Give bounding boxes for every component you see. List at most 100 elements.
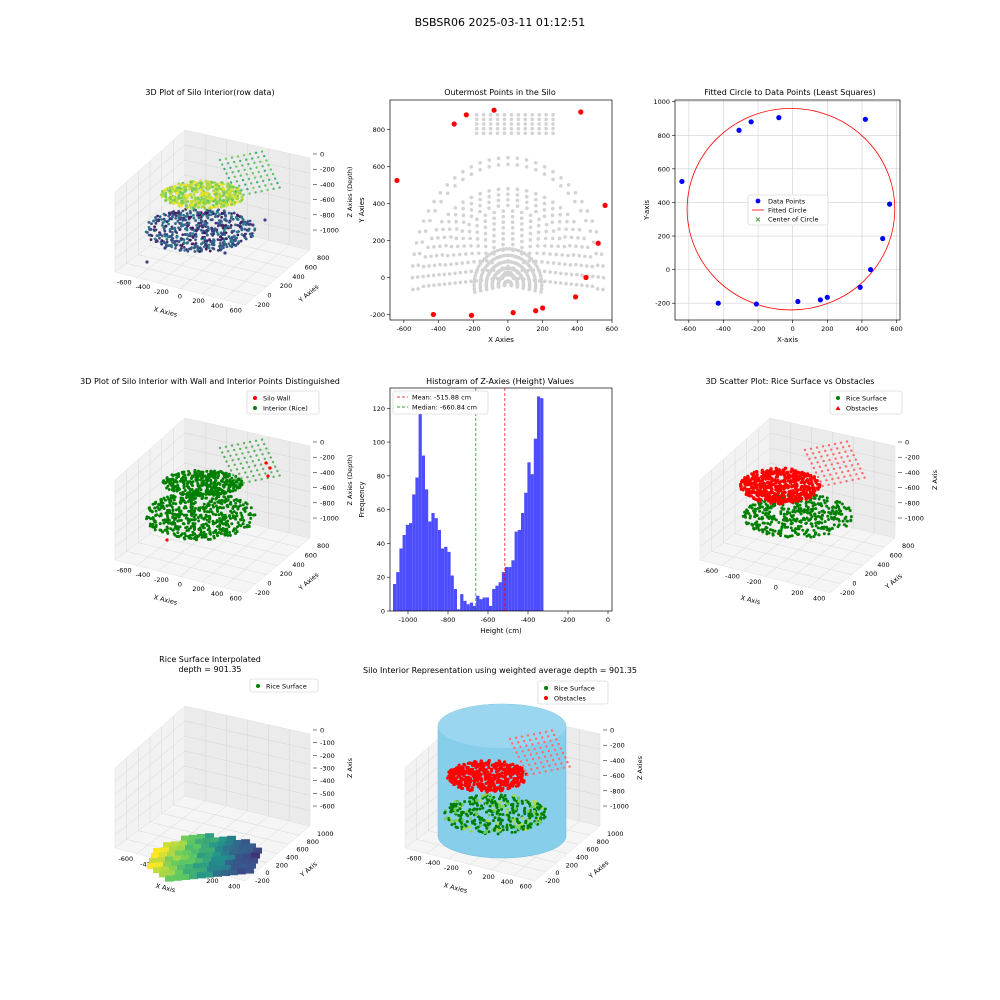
- p1-lower-cloud-point: [245, 221, 249, 225]
- p1-lower-cloud-point: [171, 233, 174, 237]
- inner-point: [487, 253, 491, 257]
- p4-upper-cloud-point: [171, 484, 175, 488]
- p1-lower-cloud-point: [165, 233, 169, 236]
- p2-xlabel: X Axies: [488, 336, 514, 344]
- surface-patch: [245, 848, 254, 855]
- p1-lower-cloud-point: [213, 227, 217, 230]
- inner-point: [454, 219, 458, 224]
- outer-point: [578, 109, 584, 115]
- p1-upper-cloud-point: [221, 193, 225, 197]
- p6-rice-cloud-point: [822, 525, 826, 529]
- p1-lower-cloud-point: [229, 226, 232, 230]
- p4-interior-cloud-point: [168, 501, 172, 505]
- p6-rice-cloud-point: [765, 526, 769, 530]
- inner-point: [519, 249, 524, 254]
- p4-upper-cloud-point: [171, 473, 175, 477]
- p6-rice-cloud-point: [788, 511, 792, 515]
- p1-lower-cloud-point: [218, 235, 222, 239]
- inner-point: [495, 131, 500, 136]
- p1-lower-cloud-point: [216, 238, 220, 242]
- p1-lower-cloud-point: [207, 213, 211, 217]
- p8-rice-cloud-point: [484, 830, 488, 834]
- p4-upper-cloud-point: [210, 474, 214, 478]
- p1-lower-cloud-point: [202, 245, 206, 249]
- legend-label: Mean: -515.88 cm: [412, 394, 471, 402]
- surface-patch: [181, 854, 190, 861]
- p1-lower-cloud-point: [184, 215, 188, 218]
- p8-rice-cloud-point: [468, 802, 472, 806]
- p4-interior-cloud-point: [199, 513, 203, 517]
- p7-grid: [184, 780, 311, 811]
- p6-obstacle-cloud-point: [753, 497, 758, 501]
- p8-rice-cloud-point: [513, 830, 517, 834]
- p6-rice-cloud-point: [789, 514, 793, 518]
- p6-rice-cloud-point: [761, 511, 765, 515]
- p4-interior-cloud-point: [183, 537, 187, 541]
- p1-lower-cloud-point: [209, 210, 213, 214]
- p6-obstacle-fan-point: [851, 478, 854, 482]
- p1-upper-cloud-point: [198, 194, 202, 198]
- inner-point: [530, 112, 535, 117]
- inner-point: [492, 210, 496, 215]
- p1-upper-cloud-point: [227, 190, 231, 194]
- p4-interior-cloud-point: [236, 521, 240, 525]
- p1-xtick-label: 400: [211, 302, 223, 310]
- inner-point: [501, 231, 506, 236]
- inner-point: [510, 247, 515, 251]
- p6-obstacle-fan-point: [838, 451, 841, 455]
- histogram-bar: [418, 413, 422, 611]
- p4-upper-cloud-point: [232, 483, 236, 487]
- p1-wall-fan-point: [243, 168, 246, 172]
- p8-rice-cloud-point: [453, 822, 457, 826]
- data-point: [795, 298, 801, 305]
- p8-rice-cloud-point: [485, 801, 489, 805]
- p4-interior-cloud-point: [157, 507, 161, 511]
- inner-point: [453, 176, 457, 180]
- p1-wall-fan-point: [245, 158, 248, 161]
- p4-wall-fan-point: [242, 481, 245, 484]
- inner-point: [454, 261, 459, 266]
- p8-xtick-label: 600: [520, 883, 532, 891]
- inner-point: [523, 126, 528, 131]
- p6-obstacle-fan-point: [850, 449, 853, 452]
- surface-patch: [197, 834, 206, 840]
- p6-rice-cloud-point: [795, 504, 799, 508]
- p4-wall-fan-point: [248, 480, 251, 483]
- p6-obstacle-fan-point: [840, 456, 843, 459]
- p1-wall-fan-point: [258, 185, 261, 188]
- p6-obstacle-fan-point: [809, 447, 813, 450]
- inner-point: [528, 238, 533, 242]
- inner-point: [533, 161, 538, 165]
- p8-rice-cloud-point: [469, 816, 473, 820]
- surface-patch: [247, 843, 256, 850]
- p8-obstacle-cloud-point: [506, 777, 510, 781]
- p1-ytick-label: 400: [292, 273, 304, 281]
- p8-rice-cloud-point: [495, 810, 499, 814]
- p6-obstacle-cloud-point: [751, 473, 755, 477]
- p1-lower-cloud-point: [192, 213, 195, 217]
- p1-lower-cloud-point: [198, 250, 202, 253]
- p4-wall-point: [266, 474, 270, 478]
- inner-point: [557, 236, 562, 241]
- p1-outlier: [251, 223, 255, 227]
- histogram-bar: [517, 529, 521, 611]
- histogram-bar: [501, 572, 505, 611]
- p1-lower-cloud-point: [191, 232, 195, 236]
- inner-point: [562, 244, 567, 249]
- p4-interior-cloud-point: [184, 506, 188, 510]
- inner-point: [416, 286, 420, 291]
- p1-lower-cloud-point: [233, 235, 237, 238]
- p7-zlabel: Z Axis: [346, 757, 354, 778]
- p4-wall-fan-point: [225, 460, 228, 463]
- p4-upper-cloud-point: [198, 472, 202, 476]
- inner-point: [530, 122, 535, 126]
- inner-point: [501, 237, 505, 241]
- p1-ytick-label: -200: [255, 301, 270, 309]
- inner-point: [474, 122, 479, 126]
- p1-upper-cloud-point: [164, 198, 168, 202]
- p1-ztick-label: -1000: [320, 227, 339, 235]
- p6-obstacle-fan-point: [844, 450, 847, 453]
